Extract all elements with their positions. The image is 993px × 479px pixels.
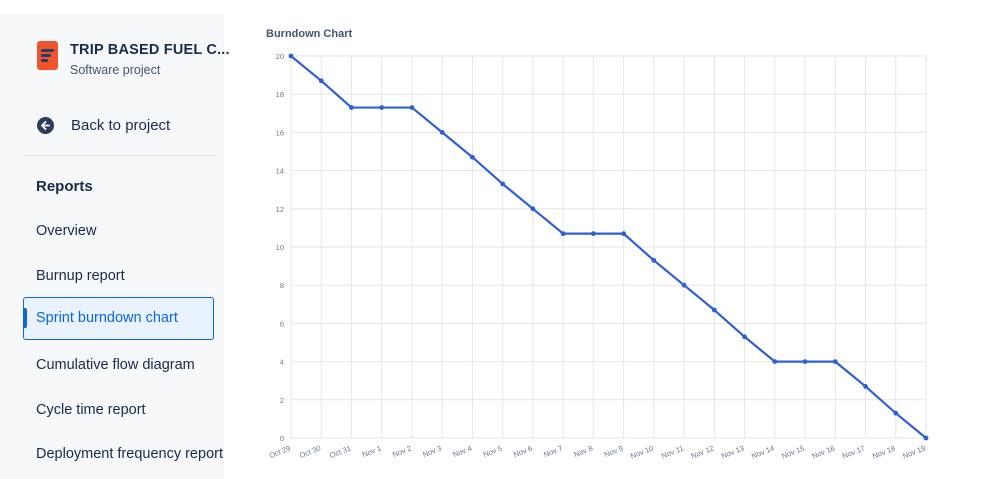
x-tick-label: Nov 16: [811, 444, 836, 461]
data-point: [621, 231, 627, 237]
data-point: [681, 282, 687, 288]
y-tick-label: 12: [276, 205, 284, 214]
y-tick-label: 14: [276, 167, 284, 176]
back-to-project-link[interactable]: Back to project: [37, 117, 170, 134]
project-type: Software project: [70, 63, 161, 77]
sidebar-item-cycle-time-report[interactable]: Cycle time report: [36, 402, 146, 418]
y-tick-label: 20: [276, 52, 284, 61]
x-tick-label: Nov 10: [629, 444, 654, 461]
data-point: [288, 53, 294, 59]
data-point: [711, 307, 717, 313]
data-point: [772, 359, 778, 364]
project-header[interactable]: TRIP BASED FUEL C... Software project: [37, 30, 230, 77]
sidebar-divider: [24, 155, 215, 156]
x-tick-label: Nov 6: [512, 444, 534, 460]
data-point: [923, 435, 929, 441]
x-tick-label: Nov 5: [482, 444, 504, 460]
sidebar-item-burnup-report[interactable]: Burnup report: [36, 268, 125, 284]
chart-title: Burndown Chart: [266, 28, 353, 40]
arrow-left-circle-icon: [37, 117, 54, 134]
y-tick-label: 16: [276, 128, 284, 137]
x-tick-label: Nov 8: [573, 444, 595, 460]
data-point: [379, 105, 385, 110]
data-point: [318, 78, 324, 84]
y-tick-label: 10: [276, 243, 284, 252]
data-point: [742, 334, 747, 340]
x-tick-label: Nov 15: [780, 444, 805, 461]
data-point: [893, 410, 899, 416]
y-tick-label: 4: [280, 358, 284, 367]
reports-section-title: Reports: [36, 178, 93, 195]
x-tick-label: Nov 4: [452, 444, 474, 460]
project-name: TRIP BASED FUEL C...: [70, 42, 230, 58]
x-tick-label: Oct 30: [298, 444, 322, 461]
sidebar-item-deployment-frequency-report[interactable]: Deployment frequency report: [36, 446, 223, 462]
sidebar: [0, 14, 224, 479]
sidebar-item-overview[interactable]: Overview: [36, 223, 97, 239]
data-point: [470, 154, 475, 160]
data-point: [409, 105, 415, 110]
data-point: [500, 181, 506, 187]
data-point: [530, 206, 536, 212]
series-line: [290, 55, 927, 439]
x-tick-label: Nov 3: [421, 444, 443, 460]
data-point: [802, 359, 808, 364]
burndown-chart: 0 2 4 6 8 10 12 14 16 18 20 Oct 29 Oct 30 Oct 31 Nov 1…: [268, 52, 929, 461]
x-tick-label: Nov 9: [603, 444, 625, 460]
y-tick-label: 6: [280, 319, 284, 328]
x-tick-label: Nov 14: [750, 444, 775, 461]
x-tick-label: Nov 19: [901, 444, 926, 461]
x-tick-label: Nov 12: [690, 444, 715, 461]
y-tick-label: 2: [280, 396, 284, 405]
data-point: [863, 384, 868, 389]
selected-indicator: [23, 308, 27, 328]
data-point: [349, 105, 354, 110]
sidebar-item-cumulative-flow-diagram[interactable]: Cumulative flow diagram: [36, 357, 195, 373]
data-point: [832, 359, 838, 364]
y-tick-label: 8: [280, 281, 284, 290]
x-tick-label: Nov 7: [542, 444, 564, 460]
data-point: [590, 231, 596, 237]
x-tick-label: Oct 29: [268, 444, 292, 461]
x-tick-label: Oct 31: [328, 444, 352, 461]
data-point: [651, 257, 657, 263]
x-tick-label: Nov 1: [361, 444, 383, 460]
back-to-project-label: Back to project: [71, 117, 171, 134]
x-tick-label: Nov 2: [391, 444, 413, 460]
data-point: [560, 231, 566, 237]
x-tick-label: Nov 18: [871, 444, 896, 461]
x-tick-label: Nov 17: [841, 444, 866, 461]
y-tick-label: 0: [280, 434, 284, 443]
project-board-icon: [37, 41, 58, 70]
x-tick-label: Nov 13: [720, 444, 745, 461]
sidebar-item-label: Sprint burndown chart: [36, 310, 178, 326]
x-tick-label: Nov 11: [660, 444, 685, 461]
y-tick-label: 18: [276, 90, 284, 99]
sidebar-item-sprint-burndown-chart[interactable]: Sprint burndown chart: [23, 297, 214, 340]
data-point: [439, 130, 445, 135]
